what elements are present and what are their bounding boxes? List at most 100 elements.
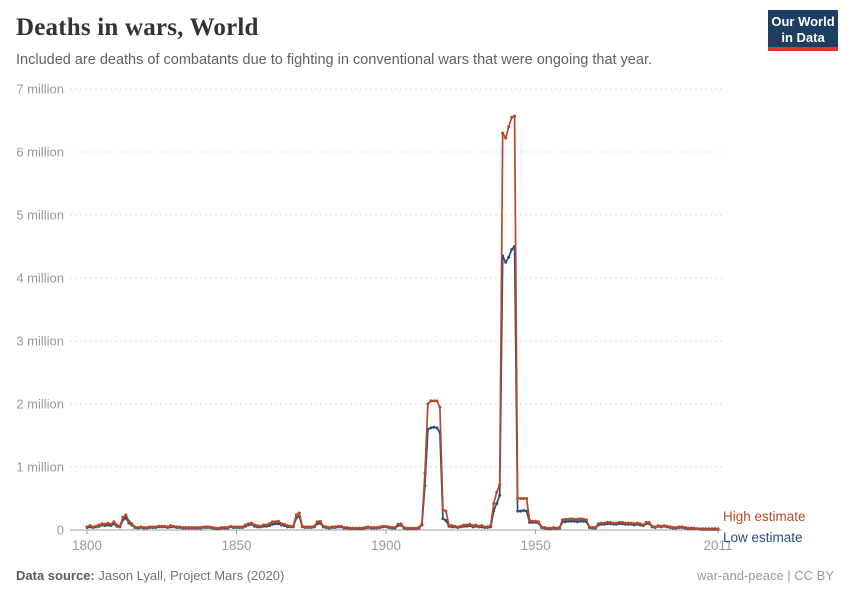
high-estimate-point[interactable]	[366, 525, 370, 529]
high-estimate-point[interactable]	[342, 526, 346, 529]
high-estimate-point[interactable]	[103, 522, 107, 526]
high-estimate-point[interactable]	[599, 521, 603, 525]
high-estimate-point[interactable]	[480, 524, 484, 528]
high-estimate-point[interactable]	[692, 526, 696, 530]
high-estimate-point[interactable]	[187, 526, 191, 529]
low-estimate-point[interactable]	[519, 509, 523, 513]
high-estimate-point[interactable]	[360, 526, 364, 530]
high-estimate-point[interactable]	[578, 517, 582, 521]
high-estimate-point[interactable]	[318, 519, 322, 523]
high-estimate-point[interactable]	[644, 520, 648, 524]
high-estimate-point[interactable]	[357, 526, 361, 530]
high-estimate-point[interactable]	[226, 526, 230, 529]
high-estimate-point[interactable]	[680, 525, 684, 529]
high-estimate-point[interactable]	[267, 522, 271, 526]
high-estimate-point[interactable]	[513, 114, 517, 118]
high-estimate-point[interactable]	[202, 525, 206, 529]
low-estimate-point[interactable]	[504, 260, 508, 264]
high-estimate-point[interactable]	[647, 520, 651, 524]
high-estimate-point[interactable]	[626, 521, 630, 525]
high-estimate-point[interactable]	[384, 524, 388, 528]
high-estimate-point[interactable]	[575, 517, 579, 521]
high-estimate-point[interactable]	[435, 399, 439, 403]
high-estimate-point[interactable]	[683, 526, 687, 529]
high-estimate-point[interactable]	[199, 526, 203, 529]
high-estimate-point[interactable]	[474, 523, 478, 527]
high-estimate-point[interactable]	[399, 522, 403, 526]
high-estimate-point[interactable]	[372, 526, 376, 529]
high-estimate-point[interactable]	[593, 526, 597, 529]
high-estimate-point[interactable]	[453, 524, 457, 528]
high-estimate-point[interactable]	[659, 524, 663, 528]
high-estimate-point[interactable]	[617, 520, 621, 524]
high-estimate-point[interactable]	[447, 523, 451, 527]
high-estimate-point[interactable]	[130, 522, 134, 526]
high-estimate-point[interactable]	[253, 523, 256, 527]
high-estimate-point[interactable]	[208, 525, 212, 529]
high-estimate-point[interactable]	[327, 526, 331, 529]
high-estimate-point[interactable]	[393, 526, 397, 529]
high-estimate-point[interactable]	[336, 524, 340, 528]
high-estimate-point[interactable]	[623, 521, 627, 525]
high-estimate-point[interactable]	[546, 526, 549, 530]
high-estimate-point[interactable]	[650, 524, 654, 528]
high-estimate-point[interactable]	[333, 525, 337, 529]
high-estimate-point[interactable]	[486, 525, 490, 529]
high-estimate-point[interactable]	[584, 518, 588, 522]
high-estimate-point[interactable]	[324, 525, 328, 529]
high-estimate-point[interactable]	[629, 521, 633, 525]
high-estimate-point[interactable]	[537, 520, 541, 524]
high-estimate-point[interactable]	[291, 524, 295, 528]
low-estimate-point[interactable]	[435, 426, 439, 430]
high-estimate-point[interactable]	[671, 526, 675, 529]
high-estimate-point[interactable]	[273, 520, 277, 524]
low-estimate-point[interactable]	[564, 520, 567, 524]
high-estimate-point[interactable]	[614, 521, 618, 525]
high-estimate-point[interactable]	[549, 526, 552, 530]
high-estimate-point[interactable]	[674, 526, 678, 529]
high-estimate-point[interactable]	[602, 521, 606, 525]
high-estimate-point[interactable]	[716, 527, 720, 531]
high-estimate-point[interactable]	[196, 526, 200, 529]
high-estimate-point[interactable]	[555, 526, 558, 530]
high-estimate-point[interactable]	[139, 525, 143, 529]
high-estimate-point[interactable]	[217, 526, 221, 530]
high-estimate-point[interactable]	[181, 526, 185, 529]
high-estimate-point[interactable]	[100, 522, 104, 526]
high-estimate-point[interactable]	[375, 526, 379, 529]
high-estimate-point[interactable]	[704, 527, 708, 531]
high-estimate-point[interactable]	[581, 517, 585, 521]
high-estimate-point[interactable]	[558, 526, 561, 529]
high-estimate-point[interactable]	[94, 524, 98, 528]
high-estimate-point[interactable]	[543, 526, 546, 529]
high-estimate-point[interactable]	[270, 520, 274, 524]
high-estimate-point[interactable]	[124, 513, 128, 517]
high-estimate-point[interactable]	[426, 402, 430, 406]
high-estimate-point[interactable]	[471, 524, 475, 528]
high-estimate-point[interactable]	[220, 526, 224, 529]
low-estimate-point[interactable]	[276, 522, 280, 526]
high-estimate-point[interactable]	[504, 136, 508, 140]
high-estimate-point[interactable]	[157, 524, 161, 528]
license-note[interactable]: war-and-peace | CC BY	[696, 568, 834, 583]
low-estimate-point[interactable]	[270, 522, 274, 526]
high-estimate-point[interactable]	[468, 522, 472, 526]
high-estimate-point[interactable]	[285, 524, 289, 528]
high-estimate-point[interactable]	[689, 526, 693, 530]
high-estimate-point[interactable]	[184, 526, 188, 529]
low-estimate-point[interactable]	[578, 519, 582, 523]
low-estimate-point[interactable]	[498, 493, 502, 497]
legend-high-estimate[interactable]: High estimate	[723, 509, 806, 524]
high-estimate-point[interactable]	[641, 523, 645, 527]
high-estimate-point[interactable]	[495, 490, 499, 494]
high-estimate-point[interactable]	[211, 526, 215, 529]
high-estimate-point[interactable]	[264, 523, 268, 527]
high-estimate-point[interactable]	[668, 525, 672, 529]
high-estimate-point[interactable]	[390, 526, 394, 529]
high-estimate-point[interactable]	[677, 525, 681, 529]
high-estimate-point[interactable]	[635, 521, 639, 525]
high-estimate-point[interactable]	[698, 527, 702, 531]
high-estimate-point[interactable]	[244, 523, 247, 527]
high-estimate-point[interactable]	[354, 526, 358, 530]
